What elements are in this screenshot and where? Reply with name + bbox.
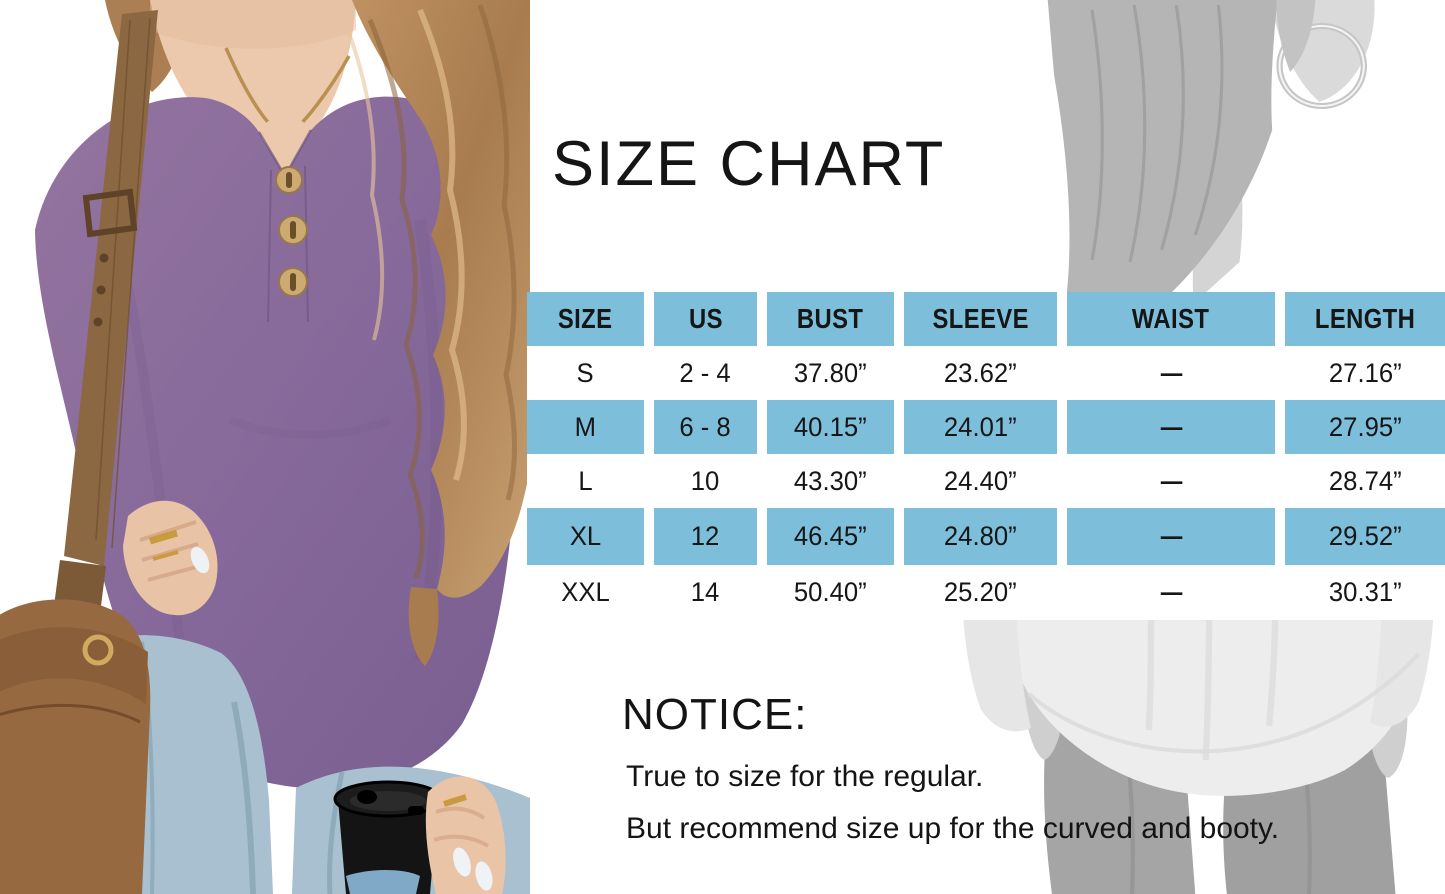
front-model-photo	[0, 0, 530, 894]
table-cell: 28.74”	[1328, 465, 1402, 496]
front-model-hand	[123, 500, 218, 616]
table-cell: 50.40”	[794, 577, 867, 607]
table-cell: —	[1067, 400, 1275, 454]
size-table: SIZE US BUST SLEEVE WAIST LENGTH S 2 - 4 37.80” 2…	[527, 292, 1445, 620]
table-cell: 30.31”	[1328, 577, 1402, 607]
table-cell: 10	[691, 465, 720, 496]
shoulder-bag	[0, 560, 151, 894]
table-cell: 6 - 8	[654, 400, 757, 454]
table-cell: 43.30”	[794, 465, 867, 496]
header-cell: US	[654, 292, 757, 346]
table-cell: —	[1160, 577, 1182, 607]
table-cell: M	[527, 400, 644, 454]
table-cell: 23.62”	[944, 357, 1017, 388]
table-cell: 40.15”	[767, 400, 894, 454]
table-cell: 46.45”	[767, 508, 894, 565]
table-cell: 27.95”	[1285, 400, 1445, 454]
table-cell: S	[576, 357, 595, 388]
notice-line-2: But recommend size up for the curved and…	[626, 812, 1280, 845]
table-cell: L	[578, 465, 593, 496]
table-cell: 12	[654, 508, 757, 565]
coffee-cup	[333, 780, 443, 894]
table-cell: XL	[527, 508, 644, 565]
header-cell: BUST	[767, 292, 894, 346]
henley-buttons	[275, 166, 308, 297]
table-cell: —	[1067, 508, 1275, 565]
table-cell: 25.20”	[944, 577, 1017, 607]
table-cell: XXL	[561, 577, 610, 607]
table-cell: 24.40”	[944, 465, 1017, 496]
table-cell: 24.80”	[904, 508, 1057, 565]
header-cell: LENGTH	[1285, 292, 1445, 346]
table-cell: 29.52”	[1285, 508, 1445, 565]
table-cell: 27.16”	[1328, 357, 1402, 388]
table-cell: 37.80”	[794, 357, 867, 388]
front-model-illustration	[0, 0, 530, 894]
table-cell: 14	[691, 577, 720, 607]
header-cell: SIZE	[527, 292, 644, 346]
table-cell: —	[1160, 465, 1182, 496]
table-cell: 2 - 4	[679, 357, 732, 388]
notice-heading: NOTICE:	[622, 690, 808, 739]
header-cell: WAIST	[1067, 292, 1275, 346]
table-cell: 24.01”	[904, 400, 1057, 454]
front-model-left-hand	[425, 776, 506, 894]
table-cell: —	[1160, 357, 1182, 388]
notice-line-1: True to size for the regular.	[626, 760, 984, 793]
page-title: SIZE CHART	[552, 129, 946, 199]
header-cell: SLEEVE	[904, 292, 1057, 346]
